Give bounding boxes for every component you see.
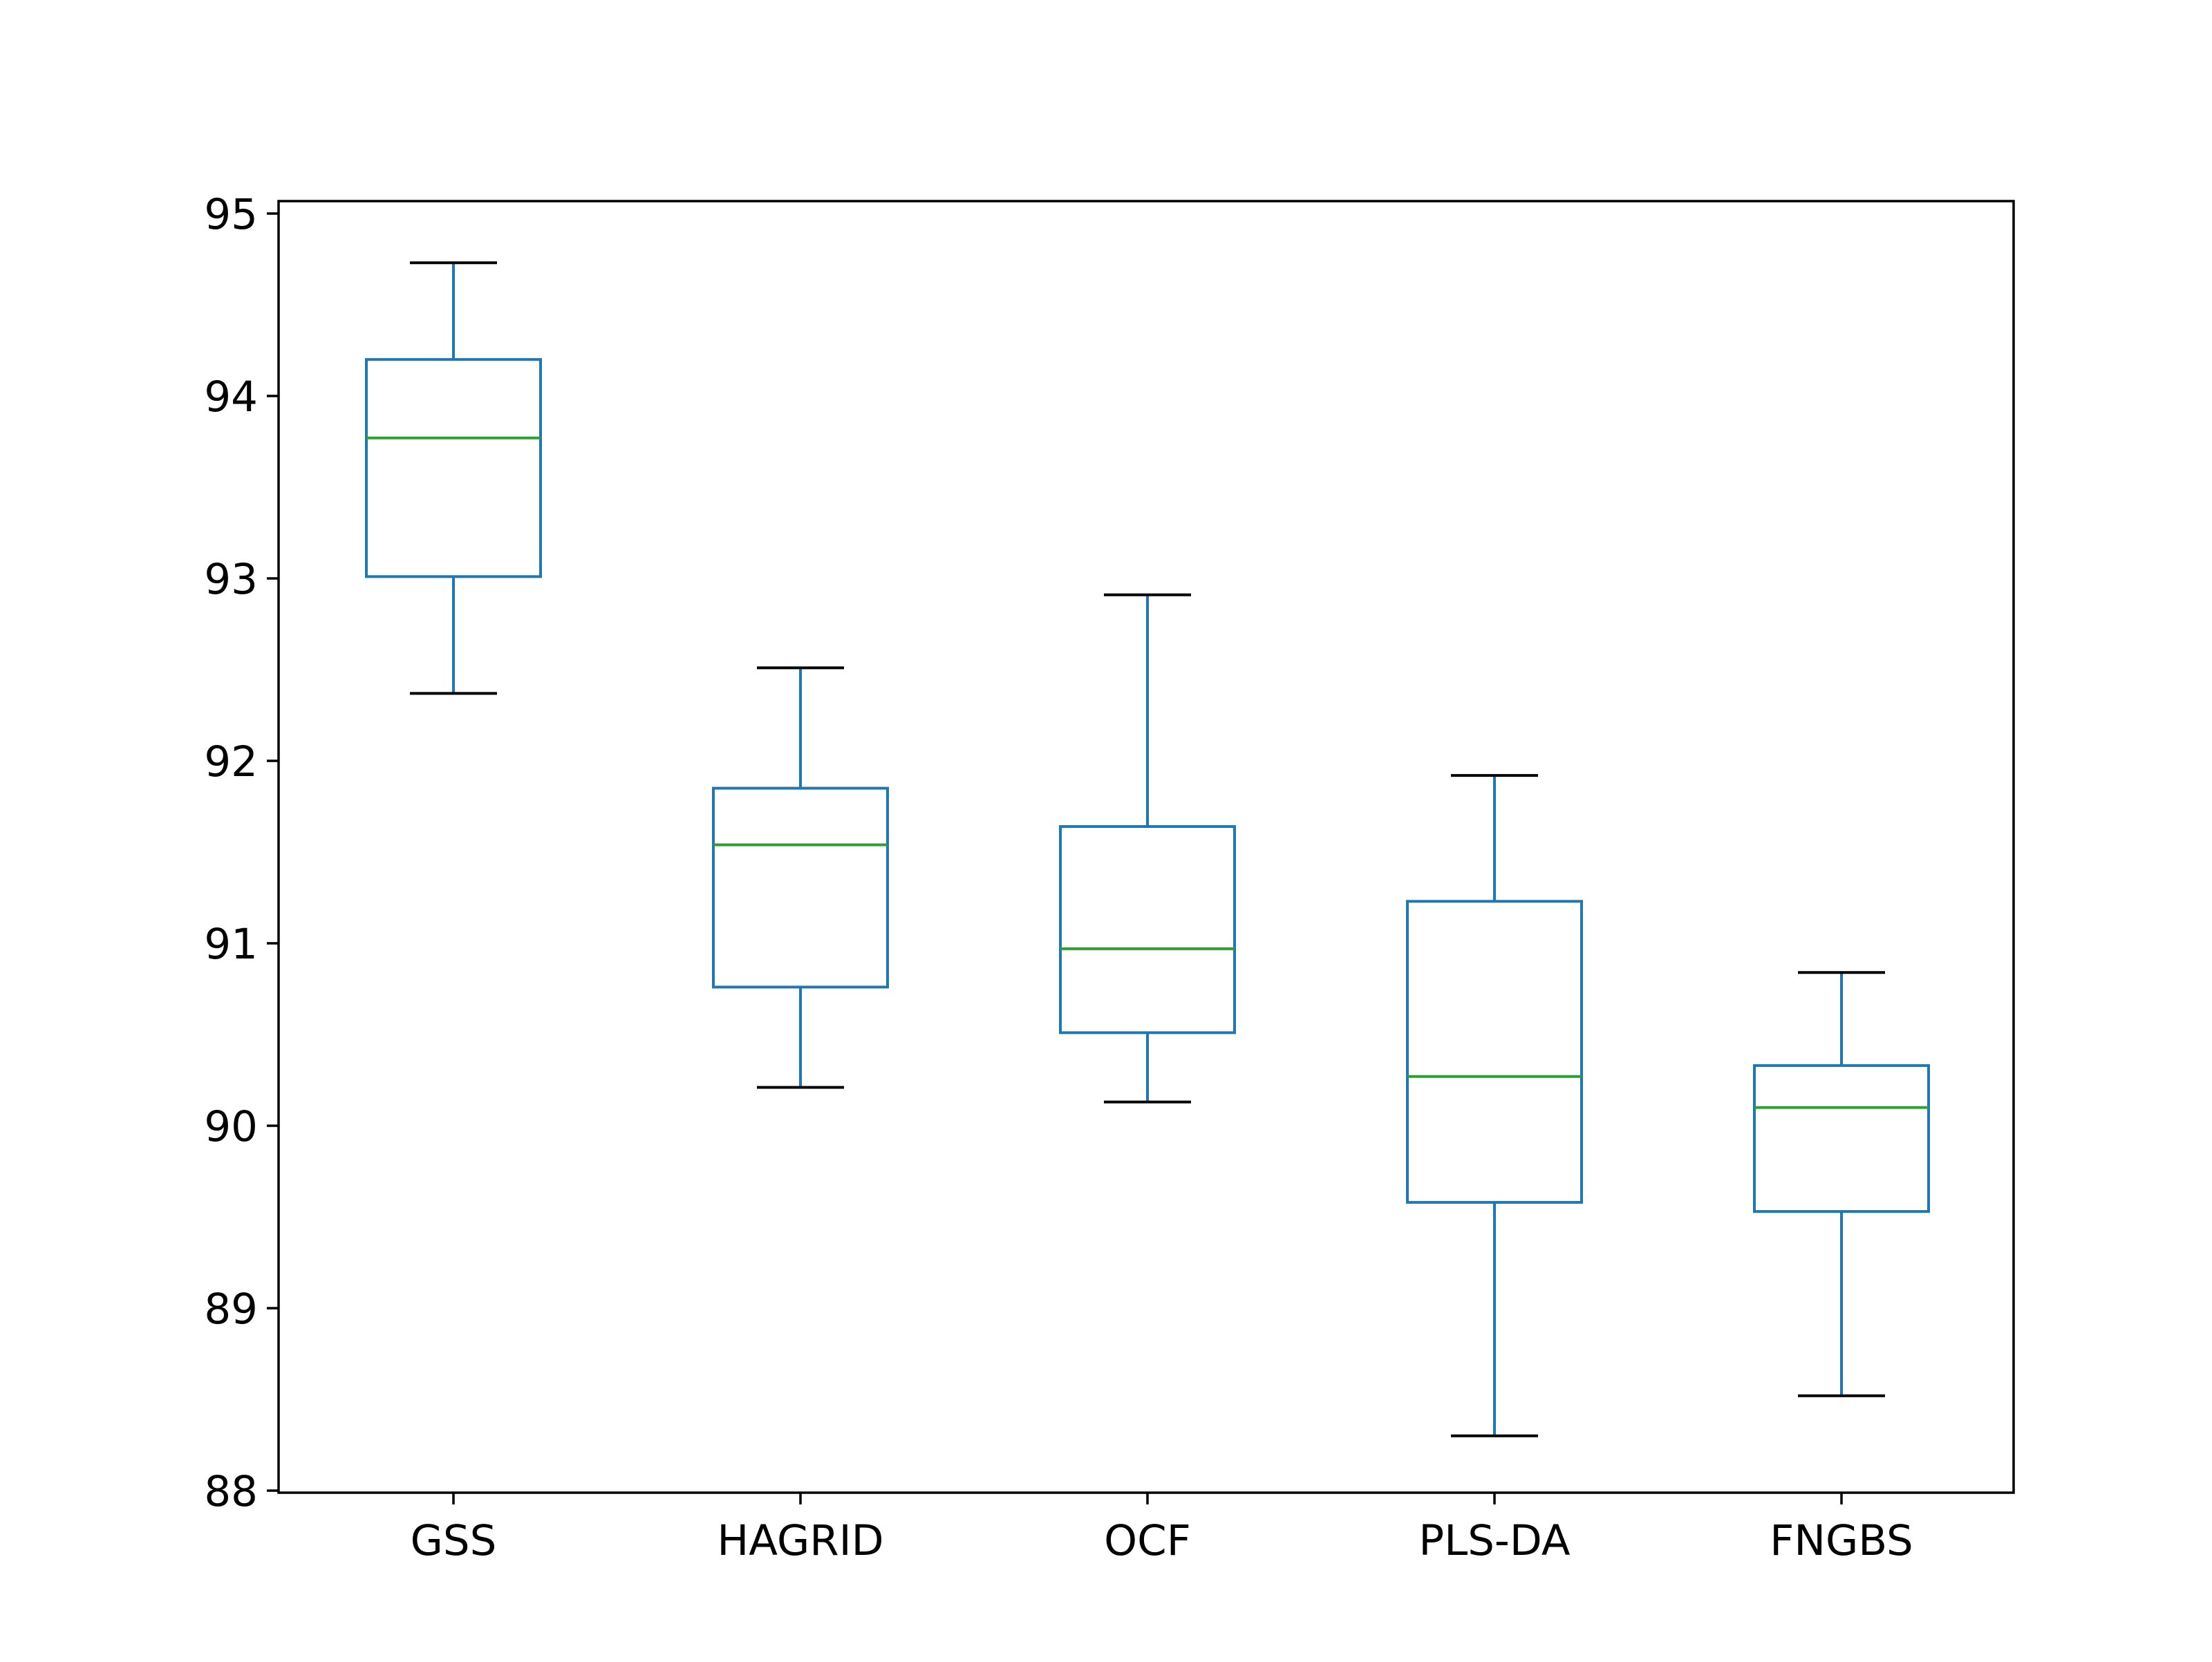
box-iqr (365, 358, 542, 578)
box-group-pls-da (1406, 774, 1583, 1437)
box-iqr (712, 786, 889, 989)
y-tick-label: 93 (204, 555, 258, 604)
box-group-ocf (1059, 593, 1236, 1104)
x-tick-label: HAGRID (717, 1516, 883, 1565)
plot-area (365, 261, 1930, 1437)
y-tick-label: 90 (204, 1102, 258, 1151)
box-iqr (1406, 900, 1583, 1204)
x-tick-label: PLS-DA (1418, 1516, 1570, 1565)
axes-frame (277, 200, 2015, 1494)
box-group-fngbs (1753, 971, 1930, 1397)
y-tick-label: 95 (204, 190, 258, 239)
y-tick-label: 91 (204, 920, 258, 969)
x-axis: GSS HAGRID OCF PLS-DA FNGBS (411, 1493, 1913, 1565)
box-iqr (1753, 1064, 1930, 1214)
y-tick-label: 89 (204, 1285, 258, 1334)
y-tick-label: 88 (204, 1467, 258, 1516)
x-tick-label: OCF (1104, 1516, 1191, 1565)
x-tick-label: GSS (411, 1516, 497, 1565)
box-group-hagrid (712, 666, 889, 1089)
y-tick-label: 92 (204, 737, 258, 786)
y-tick-label: 94 (204, 372, 258, 422)
box-group-gss (365, 261, 542, 695)
y-axis: 88 89 90 91 92 93 94 95 (204, 190, 279, 1516)
x-tick-label: FNGBS (1770, 1516, 1913, 1565)
box-iqr (1059, 825, 1236, 1035)
